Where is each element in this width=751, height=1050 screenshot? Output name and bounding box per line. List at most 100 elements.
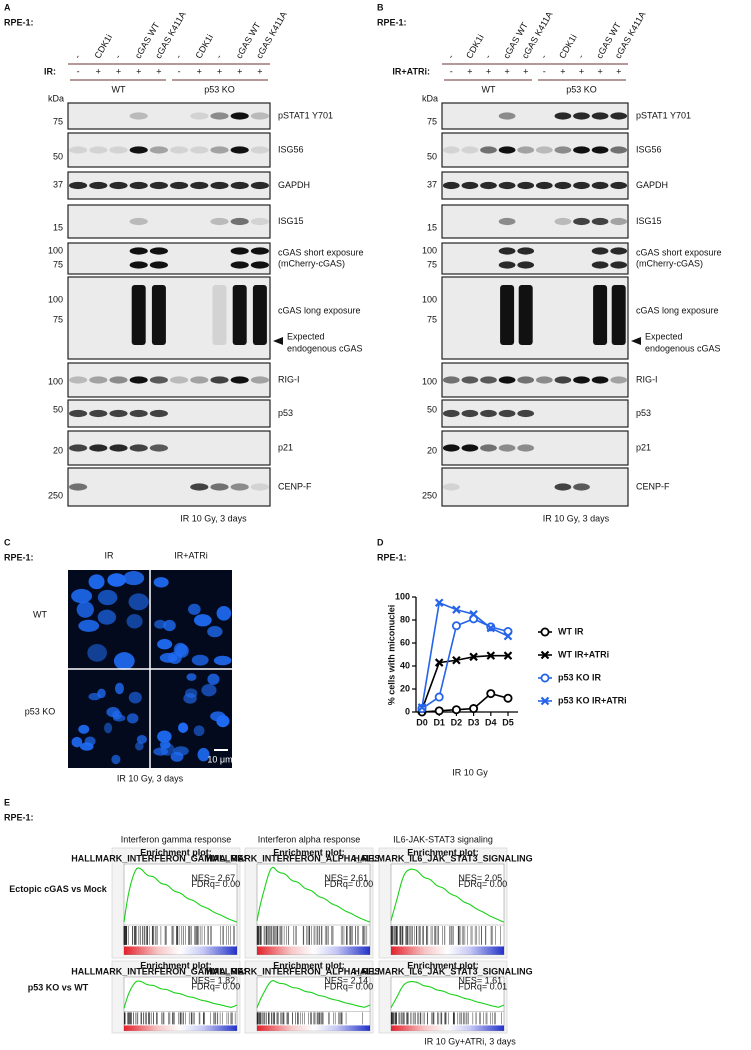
blot — [67, 467, 271, 507]
nucleus — [97, 589, 118, 606]
band — [480, 146, 497, 154]
y-axis-title: % cells with miconuclei — [386, 605, 396, 706]
data-point — [434, 692, 444, 702]
treatment-sign: + — [523, 66, 528, 76]
band — [517, 247, 535, 255]
plot-title: Enrichment plot: — [140, 847, 212, 857]
size-marker: 37 — [53, 179, 63, 189]
band — [461, 409, 479, 418]
lane-label: - — [72, 53, 82, 61]
band — [517, 146, 535, 154]
enrichment-curve — [256, 980, 371, 1008]
cell-line: RPE-1: — [4, 17, 34, 27]
band — [517, 376, 535, 384]
plot-title: Enrichment plot: — [407, 847, 479, 857]
band — [498, 376, 516, 384]
nucleus — [153, 577, 169, 588]
band — [250, 261, 269, 269]
band — [129, 146, 148, 154]
size-marker: 100 — [48, 376, 63, 386]
band — [573, 112, 590, 120]
gene-set: HALLMARK_IL6_JAK_STAT3_SIGNALING — [353, 853, 532, 863]
nucleus — [197, 747, 210, 762]
row-label: WT — [33, 609, 47, 619]
blot-name: cGAS long exposure — [278, 305, 361, 315]
blot-name: (mCherry-cGAS) — [278, 258, 345, 268]
band — [149, 181, 168, 190]
nucleus — [186, 673, 197, 681]
footer: IR 10 Gy, 3 days — [543, 513, 610, 523]
x-tick-label: D5 — [502, 717, 514, 727]
nucleus — [178, 722, 189, 733]
band — [611, 285, 626, 345]
band — [461, 181, 479, 190]
nes: NES= 1.61 — [458, 976, 502, 986]
cell-line: RPE-1: — [4, 552, 34, 562]
band — [518, 285, 533, 345]
band — [517, 409, 535, 418]
treatment-sign: + — [504, 66, 509, 76]
lane-label: cGAS K411A — [613, 10, 648, 60]
band — [591, 376, 609, 384]
nucleus — [78, 724, 90, 734]
gene-set: HALLMARK_IL6_JAK_STAT3_SIGNALING — [353, 966, 532, 976]
group-label: WT — [482, 84, 496, 94]
fdr: FDRq= 0.00 — [191, 982, 240, 992]
band — [442, 181, 460, 190]
legend-marker — [540, 650, 550, 660]
group-label: p53 KO — [566, 84, 597, 94]
series-line — [421, 654, 508, 710]
band — [89, 146, 108, 154]
band — [252, 285, 267, 345]
band — [610, 146, 628, 154]
nucleus — [153, 747, 169, 756]
band — [230, 483, 249, 491]
band — [554, 181, 572, 190]
band — [498, 444, 516, 452]
size-marker: 20 — [427, 445, 437, 455]
treatment-sign: + — [560, 66, 565, 76]
nes: NES= 2.05 — [458, 873, 502, 883]
arrow — [631, 337, 641, 345]
nucleus — [170, 751, 184, 762]
treatment-label: IR+ATRi: — [392, 66, 430, 76]
band — [591, 146, 609, 154]
nucleus — [123, 571, 145, 586]
legend-marker — [540, 627, 550, 637]
band — [535, 146, 553, 154]
blot-name: p21 — [278, 442, 293, 452]
lane-label: - — [214, 53, 224, 61]
nucleus — [193, 725, 205, 737]
column-label: IR — [105, 550, 115, 560]
band — [573, 376, 590, 384]
size-marker: 250 — [48, 490, 63, 500]
band — [170, 146, 189, 154]
band — [442, 409, 460, 418]
band — [593, 285, 608, 345]
band — [610, 376, 628, 384]
blot-name: pSTAT1 Y701 — [278, 110, 333, 120]
data-point — [434, 706, 444, 716]
gene-set: HALLMARK_INTERFERON_ALPHA_RESPONSE — [206, 966, 412, 976]
data-point — [451, 621, 461, 631]
band — [554, 146, 572, 154]
y-tick-label: 20 — [400, 683, 410, 693]
plot-title: Enrichment plot: — [273, 847, 345, 857]
treatment-sign: - — [450, 66, 453, 76]
nucleus — [76, 601, 94, 618]
treatment-sign: + — [136, 66, 141, 76]
band — [89, 409, 108, 418]
kda-label: kDa — [48, 93, 64, 103]
x-tick-label: D3 — [468, 717, 480, 727]
blot-name: ISG56 — [636, 144, 662, 154]
band — [149, 444, 168, 452]
band — [129, 112, 148, 120]
band — [109, 146, 128, 154]
band — [442, 146, 460, 154]
footer: IR 10 Gy, 3 days — [117, 773, 184, 783]
nucleus — [78, 619, 100, 632]
data-point — [503, 631, 513, 641]
gene-set: HALLMARK_INTERFERON_GAMMA_RESPONSE — [71, 966, 281, 976]
band — [535, 376, 553, 384]
